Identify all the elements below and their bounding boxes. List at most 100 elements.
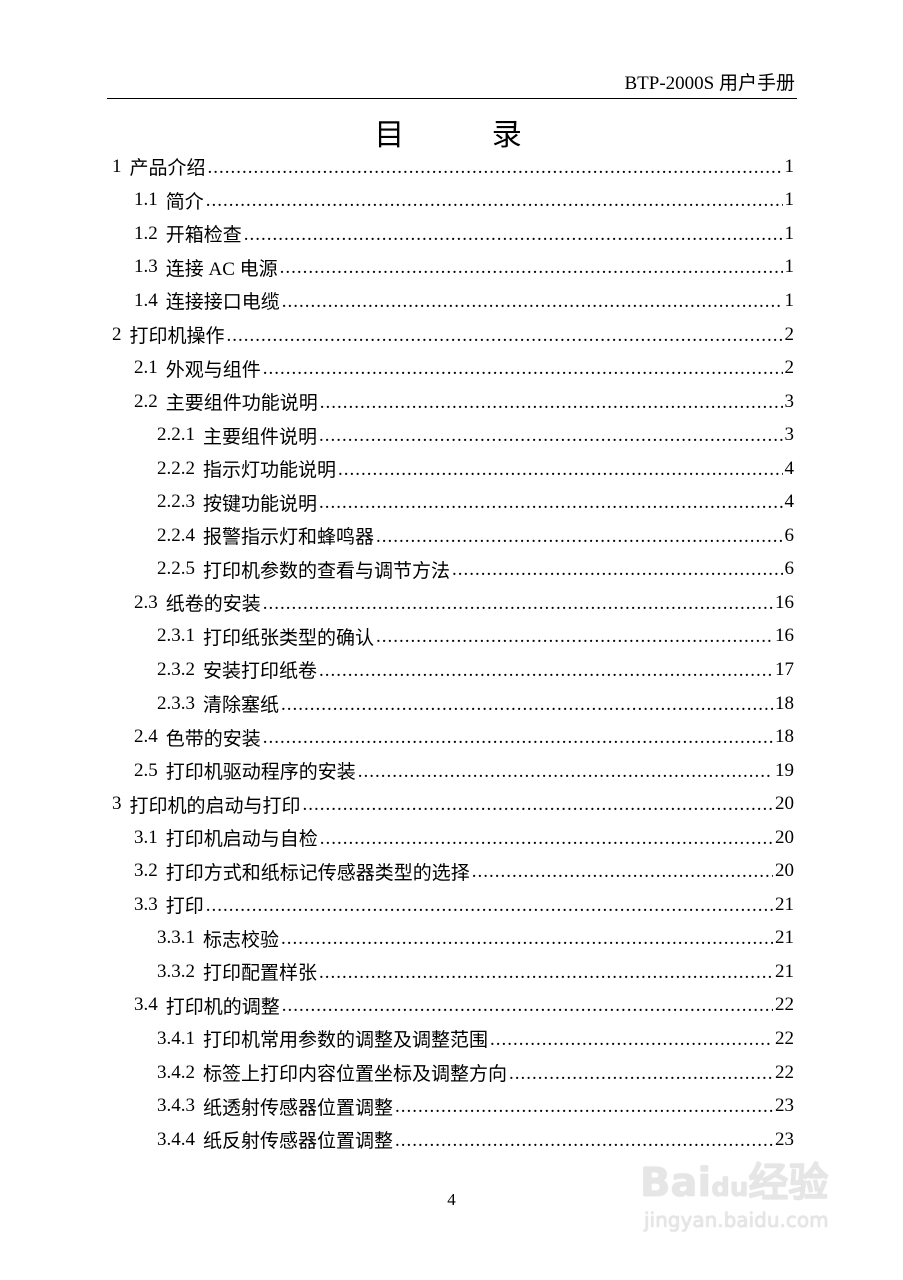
dot-leader	[319, 660, 773, 680]
toc-entry-title: 开箱检查	[165, 225, 242, 247]
dot-leader	[472, 861, 773, 881]
toc-entry[interactable]: 2.2.2 指示灯功能说明 4	[112, 452, 794, 486]
toc-entry[interactable]: 2.2.1 主要组件说明 3	[112, 418, 794, 452]
toc-entry-title: 产品介绍	[129, 158, 206, 180]
toc-entry[interactable]: 2 打印机操作 2	[112, 318, 794, 352]
toc-entry-number: 3.3	[134, 893, 158, 915]
dot-leader	[376, 626, 773, 646]
toc-entry-page: 16	[775, 591, 794, 613]
dot-leader	[395, 1096, 773, 1116]
toc-entry-page: 3	[784, 390, 795, 412]
toc-entry-title: 打印机操作	[129, 326, 225, 347]
dot-leader	[244, 224, 783, 244]
toc-entry-number: 2.3.3	[157, 692, 195, 714]
table-of-contents: 1 产品介绍 1 1.1 简介 1 1.2 开箱检查 1 1.3 连接 AC 电源 1 1.4 连接接口电…	[112, 150, 794, 1156]
toc-entry[interactable]: 3.1 打印机启动与自检 20	[112, 821, 794, 855]
toc-entry-page: 17	[775, 658, 794, 680]
dot-leader	[282, 291, 783, 311]
dot-leader	[227, 325, 783, 345]
toc-entry-page: 23	[775, 1128, 794, 1150]
toc-entry[interactable]: 3.3.2 打印配置样张 21	[112, 955, 794, 989]
toc-entry[interactable]: 3 打印机的启动与打印 20	[112, 787, 794, 821]
toc-entry[interactable]: 2.2.3 按键功能说明 4	[112, 485, 794, 519]
toc-entry-page: 6	[784, 558, 795, 580]
toc-entry[interactable]: 3.3.1 标志校验 21	[112, 922, 794, 956]
toc-entry-title: 打印机常用参数的调整及调整范围	[203, 1030, 489, 1052]
toc-entry[interactable]: 2.1 外观与组件 2	[112, 351, 794, 385]
watermark-brand: Baidu经验	[640, 1160, 829, 1206]
toc-entry-title: 打印机驱动程序的安装	[165, 762, 356, 784]
toc-entry-page: 19	[775, 759, 794, 781]
dot-leader	[319, 492, 782, 512]
toc-entry-number: 2.5	[134, 759, 158, 781]
toc-entry[interactable]: 2.3.3 清除塞纸 18	[112, 687, 794, 721]
dot-leader	[281, 694, 773, 714]
toc-entry-number: 2.3	[134, 591, 158, 613]
toc-entry[interactable]: 1 产品介绍 1	[112, 150, 794, 184]
toc-entry-number: 2.2.1	[157, 424, 195, 446]
dot-leader	[452, 559, 782, 579]
toc-entry-title: 打印方式和纸标记传感器类型的选择	[165, 862, 470, 884]
baidu-watermark-logo: Baidu经验 jingyan.baidu.com	[640, 1150, 829, 1232]
toc-entry-title: 外观与组件	[165, 359, 261, 381]
toc-entry-title: 打印机启动与自检	[165, 829, 318, 851]
toc-entry-page: 1	[784, 256, 795, 278]
toc-entry[interactable]: 3.4.2 标签上打印内容位置坐标及调整方向 22	[112, 1056, 794, 1090]
dot-leader	[263, 358, 783, 378]
toc-entry-number: 3.2	[134, 860, 158, 882]
toc-entry[interactable]: 2.5 打印机驱动程序的安装 19	[112, 754, 794, 788]
toc-entry-title: 主要组件功能说明	[165, 393, 318, 415]
toc-entry-number: 1.3	[134, 256, 158, 278]
toc-entry-title: 清除塞纸	[203, 695, 280, 717]
toc-entry[interactable]: 2.4 色带的安装 18	[112, 720, 794, 754]
toc-entry[interactable]: 3.2 打印方式和纸标记传感器类型的选择 20	[112, 854, 794, 888]
toc-entry[interactable]: 1.1 简介 1	[112, 184, 794, 218]
toc-entry[interactable]: 2.3 纸卷的安装 16	[112, 586, 794, 620]
toc-entry-page: 2	[784, 357, 795, 379]
dot-leader	[395, 1130, 773, 1150]
toc-entry[interactable]: 3.4.3 纸透射传感器位置调整 23	[112, 1089, 794, 1123]
toc-entry[interactable]: 3.3 打印 21	[112, 888, 794, 922]
toc-entry-page: 4	[784, 491, 795, 513]
dot-leader	[490, 1029, 773, 1049]
toc-entry-number: 3.4.2	[157, 1061, 195, 1083]
toc-entry-page: 2	[784, 323, 795, 345]
dot-leader	[319, 425, 782, 445]
toc-entry-title: 按键功能说明	[203, 493, 318, 515]
toc-entry[interactable]: 3.4.1 打印机常用参数的调整及调整范围 22	[112, 1022, 794, 1056]
toc-entry-number: 2.2	[134, 390, 158, 412]
toc-entry-title: 简介	[165, 191, 204, 213]
dot-leader	[319, 962, 773, 982]
toc-entry[interactable]: 1.3 连接 AC 电源 1	[112, 251, 794, 285]
toc-entry-number: 1	[112, 155, 122, 177]
dot-leader	[376, 526, 782, 546]
toc-entry-number: 2.3.2	[157, 658, 195, 680]
toc-entry-page: 18	[775, 726, 794, 748]
dot-leader	[320, 828, 773, 848]
toc-entry[interactable]: 2.3.2 安装打印纸卷 17	[112, 653, 794, 687]
toc-entry[interactable]: 2.2 主要组件功能说明 3	[112, 385, 794, 419]
dot-leader	[282, 995, 773, 1015]
dot-leader	[206, 895, 773, 915]
toc-entry[interactable]: 1.2 开箱检查 1	[112, 217, 794, 251]
toc-entry-number: 1.4	[134, 289, 158, 311]
toc-entry-page: 21	[775, 893, 794, 915]
toc-entry[interactable]: 3.4.4 纸反射传感器位置调整 23	[112, 1123, 794, 1157]
toc-entry[interactable]: 2.2.5 打印机参数的查看与调节方法 6	[112, 553, 794, 587]
toc-entry[interactable]: 3.4 打印机的调整 22	[112, 989, 794, 1023]
toc-entry-title: 标签上打印内容位置坐标及调整方向	[203, 1064, 508, 1086]
toc-entry-title: 纸卷的安装	[165, 594, 261, 616]
toc-entry-page: 3	[784, 424, 795, 446]
toc-entry[interactable]: 1.4 连接接口电缆 1	[112, 284, 794, 318]
toc-entry[interactable]: 2.2.4 报警指示灯和蜂鸣器 6	[112, 519, 794, 553]
page-number: 4	[447, 1190, 456, 1209]
toc-entry-number: 1.2	[134, 222, 158, 244]
toc-entry-page: 4	[784, 457, 795, 479]
toc-entry-title: 打印纸张类型的确认	[203, 627, 375, 649]
toc-entry-number: 3.3.2	[157, 960, 195, 982]
toc-entry[interactable]: 2.3.1 打印纸张类型的确认 16	[112, 620, 794, 654]
toc-entry-number: 2.2.3	[157, 491, 195, 513]
dot-leader	[263, 727, 773, 747]
toc-entry-title: 安装打印纸卷	[203, 661, 318, 683]
toc-entry-title: 连接接口电缆	[165, 292, 280, 314]
